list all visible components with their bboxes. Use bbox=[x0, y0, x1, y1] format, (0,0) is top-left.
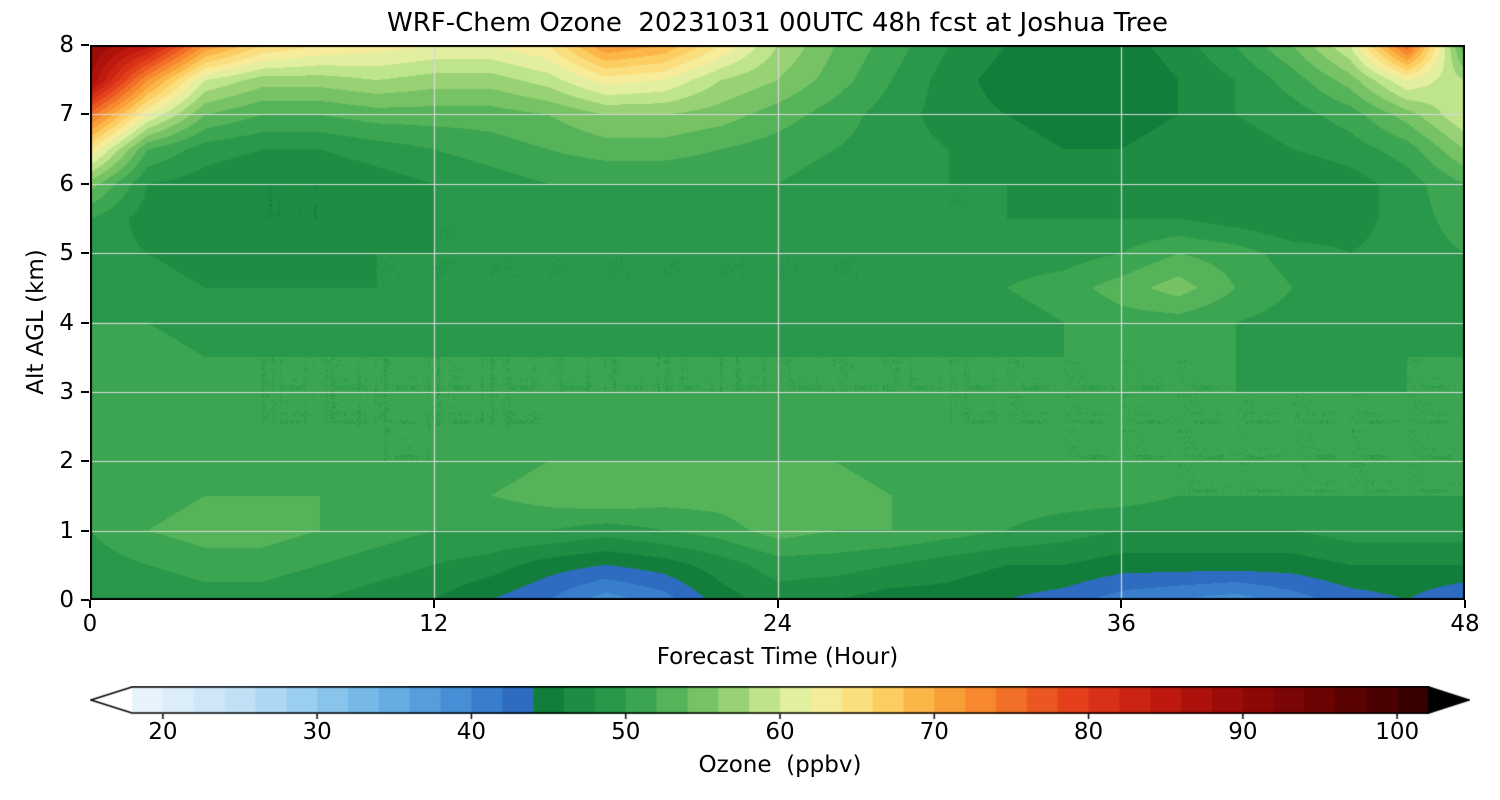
y-axis-tick bbox=[81, 460, 89, 463]
colorbar-tick-label: 70 bbox=[919, 719, 949, 745]
colorbar-label: Ozone (ppbv) bbox=[698, 752, 862, 778]
x-tick-label: 36 bbox=[1106, 611, 1136, 637]
x-tick-label: 24 bbox=[762, 611, 793, 637]
y-tick-label: 4 bbox=[59, 309, 74, 336]
y-tick-label: 7 bbox=[59, 101, 74, 128]
colorbar-tick-label: 60 bbox=[765, 719, 795, 745]
x-axis-label: Forecast Time (Hour) bbox=[656, 644, 899, 670]
x-axis-tick bbox=[776, 600, 779, 608]
colorbar-tick-label: 100 bbox=[1375, 719, 1420, 745]
y-axis-tick bbox=[81, 599, 89, 601]
y-tick-label: 8 bbox=[59, 32, 74, 58]
colorbar-tick-label: 80 bbox=[1073, 719, 1104, 745]
y-axis-tick bbox=[81, 252, 89, 255]
colorbar-tick-label: 30 bbox=[302, 719, 332, 745]
x-axis-tick bbox=[89, 600, 91, 608]
x-axis-tick bbox=[432, 600, 435, 608]
x-tick-label: 12 bbox=[419, 611, 449, 637]
x-axis-tick bbox=[1464, 600, 1466, 608]
y-axis-tick bbox=[81, 44, 89, 46]
y-tick-label: 3 bbox=[59, 378, 74, 405]
colorbar-canvas bbox=[90, 686, 1470, 720]
y-tick-label: 0 bbox=[59, 587, 74, 613]
y-axis-tick bbox=[81, 529, 89, 532]
y-axis-tick bbox=[81, 113, 89, 116]
y-axis-tick bbox=[81, 321, 89, 324]
y-axis-tick bbox=[81, 182, 89, 185]
colorbar-tick-label: 20 bbox=[148, 719, 178, 745]
chart-title: WRF-Chem Ozone 20231031 00UTC 48h fcst a… bbox=[387, 8, 1168, 38]
contour-plot-canvas bbox=[90, 45, 1465, 600]
x-tick-label: 48 bbox=[1450, 611, 1480, 637]
colorbar-tick-label: 90 bbox=[1228, 719, 1258, 745]
x-axis-tick bbox=[1120, 600, 1123, 608]
colorbar-tick-label: 50 bbox=[611, 719, 641, 745]
y-tick-label: 5 bbox=[59, 240, 74, 267]
y-tick-label: 6 bbox=[59, 170, 74, 197]
x-tick-label: 0 bbox=[82, 611, 98, 637]
y-tick-label: 1 bbox=[59, 517, 74, 544]
y-axis-tick bbox=[81, 390, 89, 393]
colorbar-tick-label: 40 bbox=[456, 719, 487, 745]
y-tick-label: 2 bbox=[59, 448, 74, 475]
